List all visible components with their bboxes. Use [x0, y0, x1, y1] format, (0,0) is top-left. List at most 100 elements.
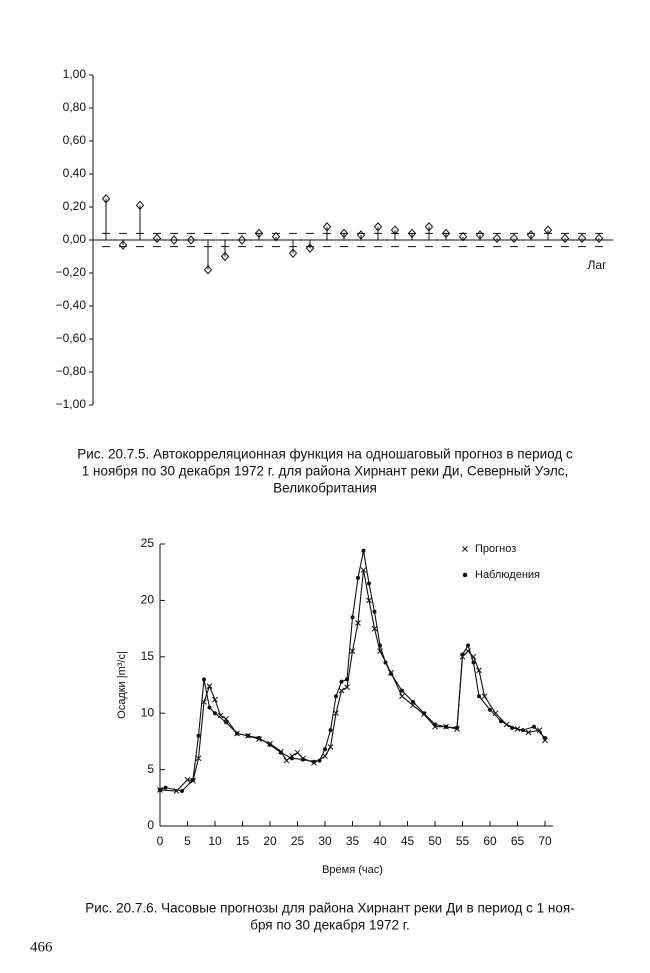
x-marker [399, 693, 405, 700]
page-number: 466 [30, 939, 53, 955]
x-marker [371, 625, 378, 632]
dot-marker [499, 719, 503, 724]
dot-marker [345, 677, 349, 682]
x-axis-label: Время (час) [322, 864, 383, 876]
x-tick-label: 10 [208, 834, 222, 848]
diamond-marker [526, 230, 536, 240]
diamond-marker [339, 228, 349, 239]
x-tick-label: 65 [511, 834, 525, 848]
diamond-marker [407, 228, 417, 239]
dot-marker [422, 711, 426, 716]
dot-marker [290, 756, 294, 761]
dot-marker [246, 733, 250, 738]
dot-marker [378, 643, 382, 648]
dot-marker [372, 609, 377, 614]
x-tick-label: 45 [401, 834, 415, 848]
diamond-marker [492, 233, 502, 244]
diamond-marker [288, 248, 298, 258]
diamond-marker [577, 233, 587, 244]
x-marker [212, 696, 218, 703]
dot-marker [158, 787, 162, 792]
dot-marker [433, 722, 437, 727]
x-marker [217, 712, 224, 719]
diamond-marker [373, 222, 383, 232]
dot-marker [224, 720, 228, 725]
dot-marker [328, 728, 333, 733]
dot-marker [510, 725, 514, 730]
diamond-marker [509, 233, 519, 244]
x-marker [481, 693, 488, 700]
diamond-marker [203, 264, 213, 275]
diamond-marker [441, 228, 451, 239]
dot-marker [323, 747, 327, 752]
x-tick-label: 0 [157, 834, 164, 848]
dot-marker [196, 733, 201, 738]
x-tick-label: 40 [373, 834, 387, 848]
diamond-marker [594, 233, 604, 244]
dot-marker [361, 548, 366, 553]
legend-label: Прогноз [475, 543, 516, 555]
diamond-marker [118, 240, 128, 250]
diamond-marker [254, 228, 264, 239]
y-axis-label: Осадки |m³/c| [116, 651, 128, 719]
y-tick-label: 25 [141, 536, 155, 550]
dot-marker [455, 725, 459, 730]
y-tick-label: 1,00 [63, 67, 87, 81]
dot-marker [312, 759, 316, 764]
dot-marker [334, 694, 338, 699]
y-tick-label: −0,20 [56, 265, 87, 279]
x-marker [322, 753, 328, 759]
y-tick-label: −1,00 [56, 397, 87, 411]
caption: Великобритания [273, 481, 377, 496]
dot-marker [383, 660, 388, 665]
dot-marker [460, 652, 465, 657]
dot-marker [268, 742, 272, 747]
diamond-marker [458, 231, 468, 242]
dot-marker [532, 724, 536, 729]
series-line [159, 550, 546, 792]
x-marker [366, 597, 372, 604]
diamond-marker [152, 233, 162, 244]
y-tick-label: 15 [141, 649, 155, 663]
dot-marker [411, 699, 415, 704]
x-marker [327, 744, 334, 750]
x-marker [206, 683, 213, 689]
series-line [159, 569, 546, 792]
x-tick-label: 70 [538, 834, 552, 848]
dot-marker [279, 750, 283, 755]
x-tick-label: 55 [456, 834, 470, 848]
dot-marker [488, 707, 492, 712]
dot-marker [202, 677, 206, 682]
caption: Рис. 20.7.6. Часовые прогнозы для района… [85, 901, 574, 916]
dot-marker [356, 575, 360, 580]
diamond-marker [220, 251, 230, 262]
dot-marker [339, 679, 344, 684]
x-axis-label: Лаг [588, 258, 608, 272]
x-tick-label: 50 [428, 834, 442, 848]
dot-marker [257, 736, 261, 741]
dot-marker [444, 724, 448, 729]
dot-marker [235, 731, 239, 736]
diamond-marker [543, 225, 553, 235]
x-tick-label: 25 [291, 834, 305, 848]
diamond-marker [475, 230, 485, 240]
dot-marker [389, 671, 393, 676]
x-tick-label: 35 [346, 834, 360, 848]
y-tick-label: 0,20 [63, 199, 87, 213]
dot-marker [367, 581, 371, 586]
y-tick-label: −0,40 [56, 298, 87, 312]
y-tick-label: 0,00 [63, 232, 87, 246]
y-tick-label: 0,40 [63, 166, 87, 180]
x-marker [338, 687, 345, 694]
caption: бря по 30 декабря 1972 г. [250, 918, 410, 933]
diamond-marker [424, 222, 434, 232]
dot-marker [400, 688, 404, 693]
diamond-marker [271, 231, 281, 242]
diamond-marker [237, 235, 247, 245]
diamond-marker [390, 225, 400, 235]
x-marker [492, 710, 499, 717]
x-marker [294, 749, 301, 756]
dot-marker [180, 789, 184, 794]
dot-marker [350, 615, 355, 620]
dot-marker [466, 643, 470, 648]
